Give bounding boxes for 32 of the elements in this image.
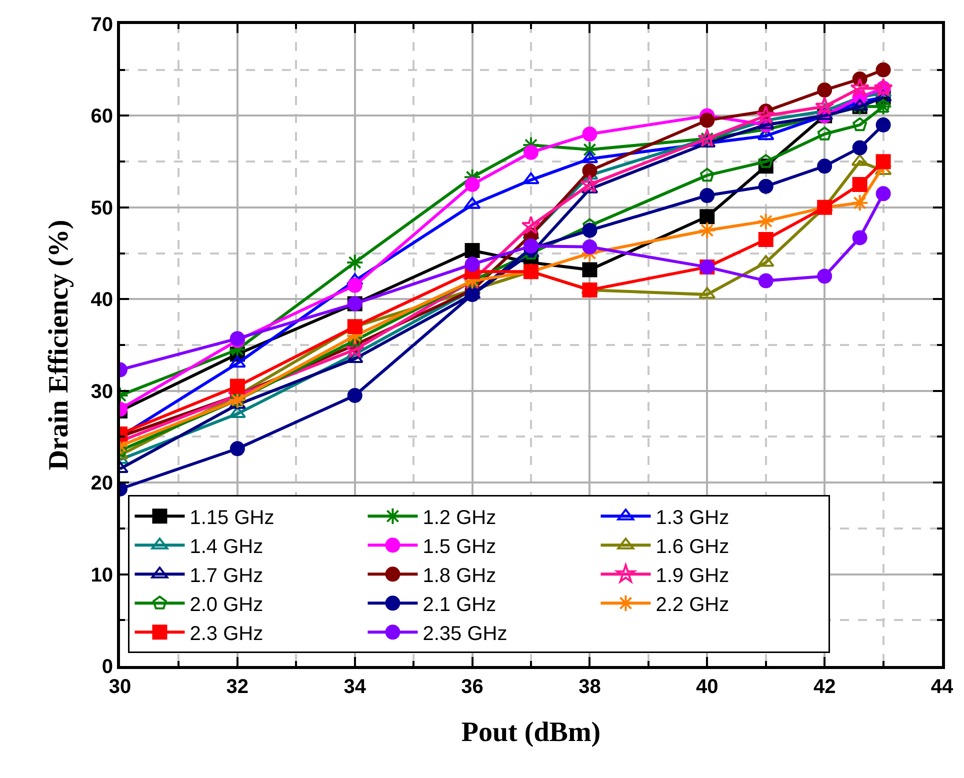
legend-label: 1.3 GHz bbox=[656, 506, 730, 529]
y-tick-label: 30 bbox=[90, 380, 113, 403]
legend-label: 1.6 GHz bbox=[656, 536, 730, 558]
legend-label: 1.4 GHz bbox=[190, 536, 264, 558]
y-tick-label: 40 bbox=[90, 289, 113, 312]
legend-label: 1.7 GHz bbox=[190, 564, 264, 587]
legend-label: 2.35 GHz bbox=[422, 622, 508, 645]
x-tick-label: 32 bbox=[226, 676, 249, 698]
legend-label: 2.0 GHz bbox=[190, 594, 264, 616]
legend-label: 2.3 GHz bbox=[190, 622, 264, 645]
x-tick-label: 34 bbox=[344, 676, 367, 698]
x-tick-label: 38 bbox=[578, 676, 601, 698]
x-tick-label: 40 bbox=[696, 676, 718, 698]
legend-label: 1.9 GHz bbox=[656, 564, 730, 587]
legend-label: 1.15 GHz bbox=[190, 506, 274, 529]
legend-label: 2.1 GHz bbox=[422, 594, 496, 616]
x-axis-title: Pout (dBm) bbox=[461, 717, 601, 748]
legend-label: 1.5 GHz bbox=[422, 536, 496, 558]
legend-label: 2.2 GHz bbox=[656, 594, 730, 616]
legend-label: 1.2 GHz bbox=[422, 506, 496, 529]
y-tick-label: 50 bbox=[90, 197, 113, 220]
x-tick-label: 42 bbox=[813, 676, 836, 698]
y-tick-label: 20 bbox=[90, 472, 113, 495]
x-tick-label: 36 bbox=[461, 676, 484, 698]
y-tick-label: 70 bbox=[90, 14, 113, 36]
y-tick-label: 10 bbox=[90, 564, 113, 586]
x-tick-label: 30 bbox=[108, 676, 132, 698]
x-tick-label: 44 bbox=[930, 676, 954, 698]
y-tick-label: 60 bbox=[90, 106, 113, 128]
y-tick-label: 0 bbox=[102, 656, 113, 678]
legend-label: 1.8 GHz bbox=[422, 564, 496, 587]
y-axis-title: Drain Efficiency (%) bbox=[43, 220, 74, 470]
